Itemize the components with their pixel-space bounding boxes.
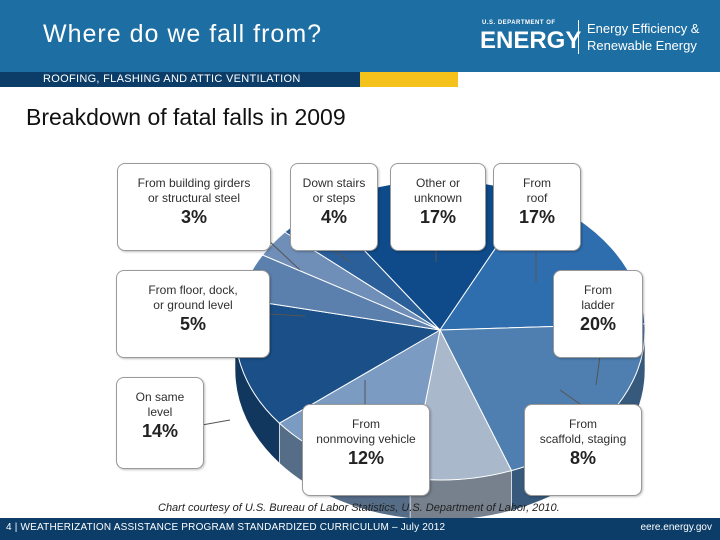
callout-percent: 17% [419, 207, 457, 227]
chart-credit: Chart courtesy of U.S. Bureau of Labor S… [158, 502, 560, 514]
footer-left-text: 4 | WEATHERIZATION ASSISTANCE PROGRAM ST… [6, 522, 446, 533]
callout-percent: 8% [569, 448, 596, 468]
callout-label: From scaffold, staging [539, 417, 627, 446]
callout-box-4: From roof 17% [493, 163, 581, 251]
callout-label: From ladder [581, 283, 615, 312]
doe-eere-logo: U.S. DEPARTMENT OF ENERGY Energy Efficie… [480, 18, 710, 58]
footer-bar [0, 518, 720, 540]
callout-label: From building girders or structural stee… [137, 176, 251, 205]
callout-box-3: Other or unknown 17% [390, 163, 486, 251]
callout-box-1: From building girders or structural stee… [117, 163, 271, 251]
leader-line-6 [559, 389, 581, 405]
slide-title: Where do we fall from? [43, 20, 323, 48]
callout-box-2: Down stairs or steps 4% [290, 163, 378, 251]
leader-line-1 [267, 239, 301, 271]
chart-heading: Breakdown of fatal falls in 2009 [26, 104, 346, 130]
logo-small-text: U.S. DEPARTMENT OF [482, 20, 556, 26]
header-bar [0, 0, 720, 72]
leader-line-9 [267, 313, 306, 317]
callout-label: Other or unknown [413, 176, 463, 205]
callout-percent: 5% [179, 314, 206, 334]
leader-line-5 [595, 355, 601, 386]
leader-line-2 [331, 248, 351, 263]
callout-label: On same level [135, 390, 185, 419]
callout-box-7: From nonmoving vehicle 12% [302, 404, 430, 496]
callout-percent: 4% [320, 207, 347, 227]
callout-percent: 3% [180, 207, 207, 227]
leader-line-8 [201, 419, 231, 426]
callout-label: From floor, dock, or ground level [148, 283, 238, 312]
callout-percent: 20% [579, 314, 617, 334]
footer-website: eere.energy.gov [640, 522, 712, 533]
callout-label: Down stairs or steps [302, 176, 366, 205]
subtitle-accent [360, 72, 458, 87]
callout-percent: 14% [141, 421, 179, 441]
callout-percent: 17% [518, 207, 556, 227]
slide-subtitle: ROOFING, FLASHING AND ATTIC VENTILATION [43, 73, 301, 85]
callout-label: From nonmoving vehicle [316, 417, 416, 446]
callout-percent: 12% [347, 448, 385, 468]
subtitle-bar [0, 72, 360, 87]
callout-box-8: On same level 14% [116, 377, 204, 469]
callout-label: From roof [523, 176, 551, 205]
callout-box-5: From ladder 20% [553, 270, 643, 358]
logo-eere-line2: Renewable Energy [587, 38, 697, 53]
logo-energy-text: ENERGY [480, 27, 582, 54]
logo-eere-line1: Energy Efficiency & [587, 21, 700, 36]
logo-divider [578, 20, 579, 54]
callout-box-9: From floor, dock, or ground level 5% [116, 270, 270, 358]
callout-leaders [201, 239, 601, 426]
callout-box-6: From scaffold, staging 8% [524, 404, 642, 496]
